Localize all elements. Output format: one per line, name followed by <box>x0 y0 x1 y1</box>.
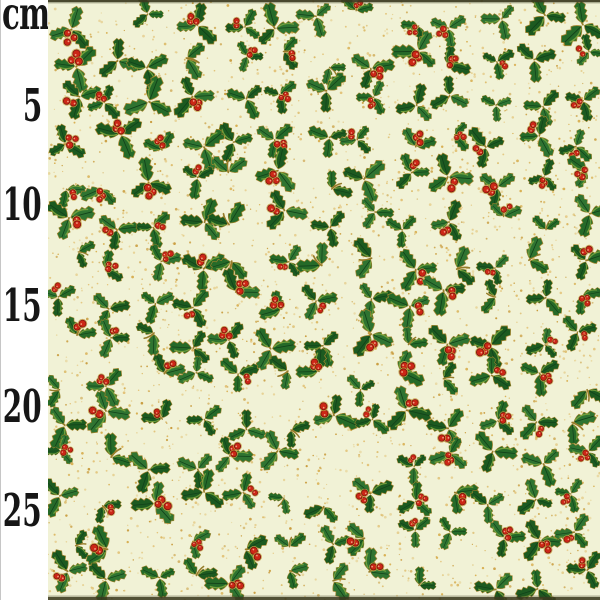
ruler-tick-25: 25 <box>3 484 42 537</box>
ruler: cm 5 10 15 20 25 <box>0 0 50 600</box>
ruler-tick-5: 5 <box>22 79 42 132</box>
ruler-tick-15: 15 <box>3 279 42 332</box>
fabric-swatch <box>48 0 600 600</box>
ruler-tick-20: 20 <box>3 380 42 433</box>
holly-print-pattern <box>48 0 600 600</box>
ruler-tick-10: 10 <box>3 178 42 231</box>
ruler-unit-label: cm <box>2 0 50 40</box>
